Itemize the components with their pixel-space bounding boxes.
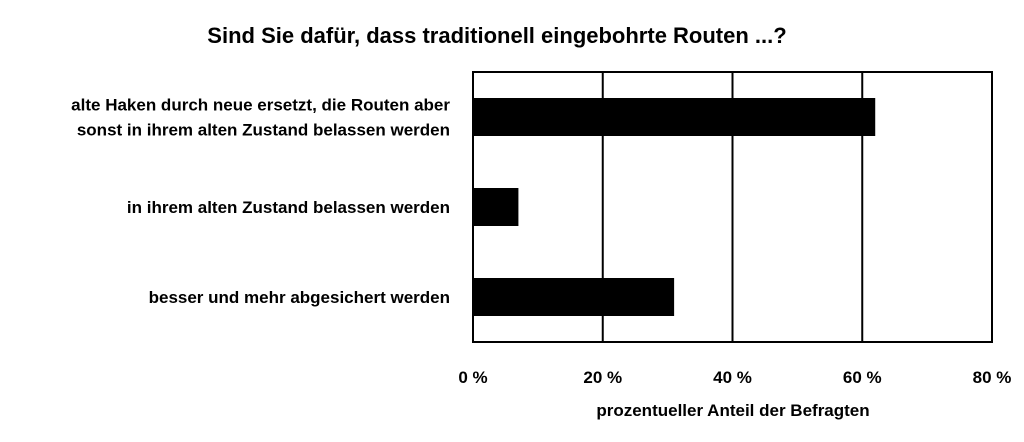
x-tick-label: 20 % [583,368,622,387]
x-tick-label: 0 % [458,368,487,387]
chart-title: Sind Sie dafür, dass traditionell eingeb… [207,23,786,48]
bar [473,278,675,316]
category-label: in ihrem alten Zustand belassen werden [127,198,450,217]
x-tick-labels: 0 % 20 % 40 % 60 % 80 % [458,368,1011,387]
plot-border [472,71,993,343]
category-label: alte Haken durch neue ersetzt, die Route… [71,96,450,115]
bar [473,98,876,136]
x-tick-label: 80 % [973,368,1012,387]
category-label: sonst in ihrem alten Zustand belassen we… [77,121,450,140]
plot-frame [472,71,993,343]
x-tick-label: 40 % [713,368,752,387]
bar [473,188,519,226]
category-label: besser und mehr abgesichert werden [149,288,450,307]
x-axis-title: prozentueller Anteil der Befragten [596,401,869,420]
x-tick-label: 60 % [843,368,882,387]
bars [473,98,876,316]
category-labels: alte Haken durch neue ersetzt, die Route… [71,96,450,308]
